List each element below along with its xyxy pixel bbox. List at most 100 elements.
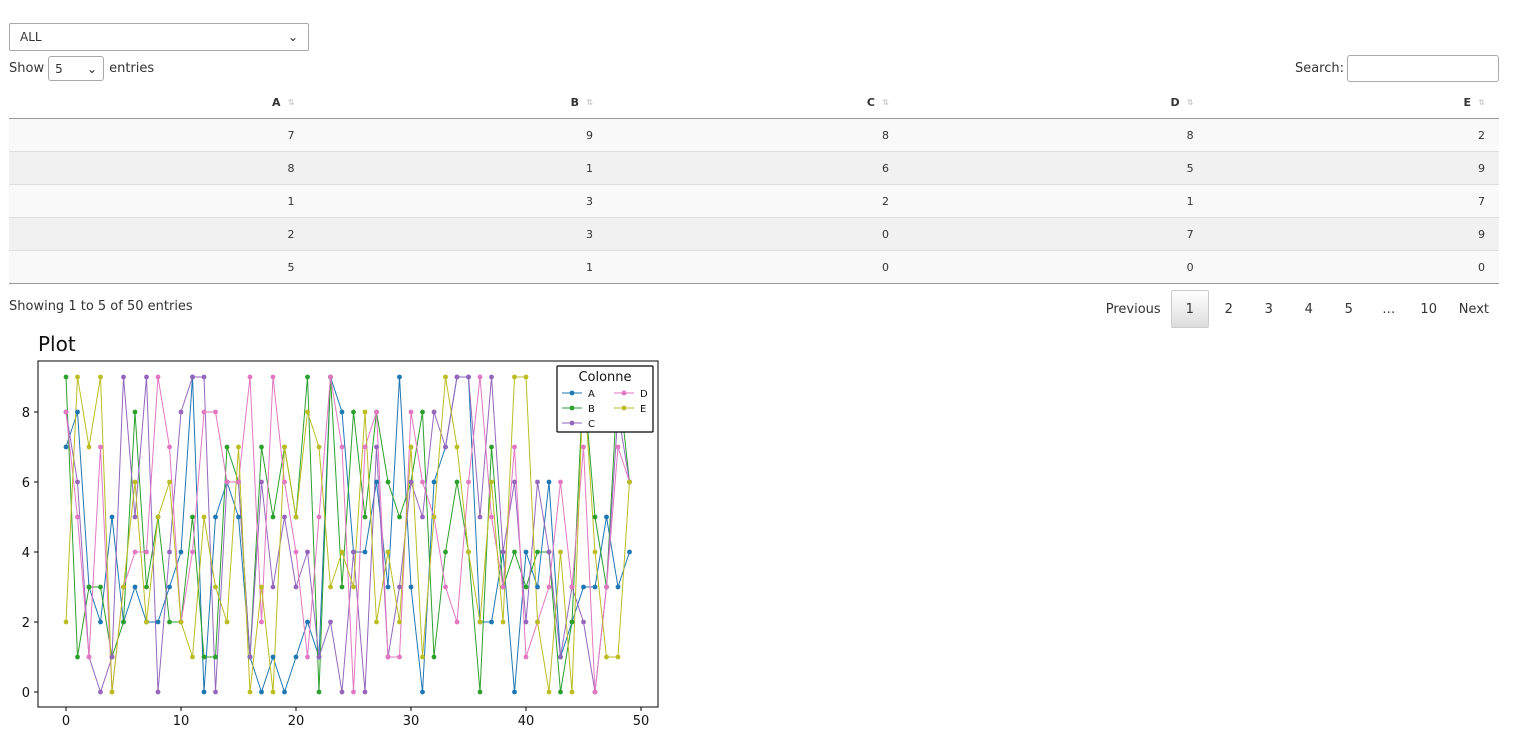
data-point-E [247, 689, 253, 695]
data-point-C [190, 374, 195, 380]
data-point-D [293, 549, 299, 555]
data-point-C [75, 479, 80, 485]
entries-length-select[interactable]: 5 ⌄ [48, 56, 105, 81]
data-point-C [581, 619, 586, 625]
previous-button[interactable]: Previous [1105, 301, 1161, 317]
data-point-A [259, 689, 264, 695]
column-header[interactable]: C ⇅ [607, 86, 903, 119]
data-point-D [224, 479, 230, 485]
x-tick-label: 30 [403, 714, 420, 729]
data-point-D [75, 514, 80, 520]
table-cell: 6 [607, 151, 903, 185]
data-point-E [86, 444, 92, 450]
column-header[interactable]: E ⇅ [1207, 86, 1499, 119]
data-point-B [316, 689, 322, 695]
page-button[interactable]: 5 [1344, 301, 1353, 317]
data-point-B [558, 689, 563, 695]
data-point-C [282, 514, 287, 520]
data-point-C [374, 444, 379, 450]
column-header-label: B [570, 95, 580, 109]
data-point-E [259, 584, 264, 590]
data-point-E [397, 619, 402, 625]
data-point-D [247, 374, 253, 380]
data-point-B [512, 549, 517, 555]
y-tick-label: 2 [22, 616, 30, 631]
data-point-B [351, 409, 356, 415]
data-point-B [270, 514, 276, 520]
data-point-B [489, 444, 494, 450]
series-line-B [65, 376, 630, 693]
data-point-B [190, 514, 195, 520]
chevron-down-icon: ⌄ [87, 61, 98, 76]
data-point-A [627, 549, 632, 555]
filter-select[interactable]: ALL ⌄ [9, 23, 309, 51]
data-point-C [213, 689, 218, 695]
data-point-E [466, 549, 471, 555]
x-tick-label: 0 [62, 714, 70, 729]
legend-marker-B [569, 405, 575, 411]
data-point-D [190, 549, 195, 555]
data-point-C [420, 514, 425, 520]
legend-label-A: A [588, 389, 595, 400]
page-button[interactable]: 2 [1224, 301, 1233, 317]
table-cell: 8 [607, 118, 903, 152]
table-cell: 1 [9, 184, 309, 218]
data-point-C [247, 654, 253, 660]
data-point-D [408, 409, 414, 415]
plot-title: Plot [38, 332, 76, 356]
data-point-B [431, 654, 437, 660]
data-point-B [305, 374, 310, 380]
data-point-E [121, 584, 126, 590]
data-point-D [615, 444, 621, 450]
data-point-A [132, 584, 138, 590]
data-point-B [167, 619, 172, 625]
data-point-A [374, 479, 379, 485]
table-cell: 5 [902, 151, 1208, 185]
data-point-B [454, 479, 460, 485]
data-point-D [512, 444, 517, 450]
legend-label-B: B [588, 404, 595, 415]
table-cell: 9 [308, 118, 608, 152]
data-point-D [604, 584, 609, 590]
search-control: Search: [1295, 55, 1499, 82]
data-point-E [201, 514, 207, 520]
data-point-B [397, 514, 402, 520]
column-header[interactable]: B ⇅ [308, 86, 608, 119]
data-point-D [443, 584, 448, 590]
y-tick-label: 8 [22, 406, 30, 421]
legend-title: Colonne [578, 370, 631, 385]
page-button[interactable]: 3 [1264, 301, 1273, 317]
column-header[interactable]: D ⇅ [902, 86, 1208, 119]
table-cell: 9 [1207, 151, 1499, 185]
data-point-D [259, 619, 264, 625]
data-point-D [546, 584, 552, 590]
legend-label-D: D [640, 389, 648, 400]
next-button[interactable]: Next [1458, 301, 1489, 317]
search-input[interactable] [1347, 55, 1499, 82]
data-point-D [581, 444, 586, 450]
data-point-A [282, 689, 287, 695]
page-button[interactable]: 10 [1420, 301, 1437, 317]
data-point-A [75, 409, 80, 415]
x-tick-label: 40 [518, 714, 535, 729]
data-point-C [293, 584, 299, 590]
data-point-B [339, 584, 345, 590]
data-point-D [420, 479, 425, 485]
data-point-B [259, 444, 264, 450]
data-point-C [500, 549, 506, 555]
data-point-D [201, 409, 207, 415]
table-info: Showing 1 to 5 of 50 entries [9, 299, 193, 314]
data-point-D [98, 444, 103, 450]
page-button[interactable]: 1 [1170, 290, 1209, 328]
column-header[interactable]: A ⇅ [9, 86, 309, 119]
table-cell: 8 [902, 118, 1208, 152]
page-button[interactable]: 4 [1304, 301, 1313, 317]
data-point-A [546, 479, 552, 485]
data-point-D [351, 689, 356, 695]
y-tick-label: 4 [22, 546, 30, 561]
data-point-E [282, 444, 287, 450]
data-point-A [362, 549, 368, 555]
data-point-D [236, 479, 241, 485]
